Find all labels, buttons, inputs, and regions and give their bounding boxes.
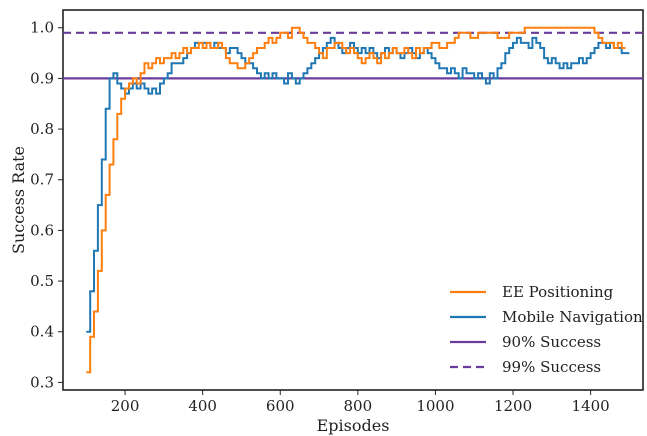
legend-label: 90% Success (502, 333, 601, 351)
x-axis-label: Episodes (317, 416, 390, 435)
y-tick-label: 0.5 (30, 272, 54, 290)
y-tick-label: 0.7 (30, 171, 54, 189)
mobile-navigation-line (86, 36, 630, 333)
y-axis-ticks: 0.3 0.4 0.5 0.6 0.7 0.8 0.9 1.0 (30, 19, 63, 391)
legend-label: Mobile Navigation (502, 308, 643, 326)
y-tick-label: 0.4 (30, 323, 54, 341)
y-tick-label: 0.6 (30, 221, 54, 239)
x-tick-label: 1400 (572, 397, 610, 415)
y-tick-label: 0.8 (30, 120, 54, 138)
x-tick-label: 1200 (494, 397, 532, 415)
x-tick-label: 200 (111, 397, 140, 415)
y-tick-label: 0.9 (30, 69, 54, 87)
legend-label: 99% Success (502, 358, 601, 376)
x-tick-label: 600 (266, 397, 295, 415)
ee-positioning-line (86, 26, 626, 374)
plot-area (62, 9, 644, 391)
x-tick-label: 800 (344, 397, 373, 415)
x-tick-label: 1000 (416, 397, 454, 415)
x-axis-ticks: 200 400 600 800 1000 1200 1400 (111, 390, 610, 415)
x-tick-label: 400 (188, 397, 217, 415)
y-axis-label: Success Rate (9, 146, 28, 254)
y-tick-label: 0.3 (30, 373, 54, 391)
legend-label: EE Positioning (502, 283, 614, 301)
y-tick-label: 1.0 (30, 19, 54, 37)
series-lines (63, 26, 643, 374)
legend: EE Positioning Mobile Navigation 90% Succe… (450, 283, 643, 376)
plot-frame (62, 9, 644, 391)
